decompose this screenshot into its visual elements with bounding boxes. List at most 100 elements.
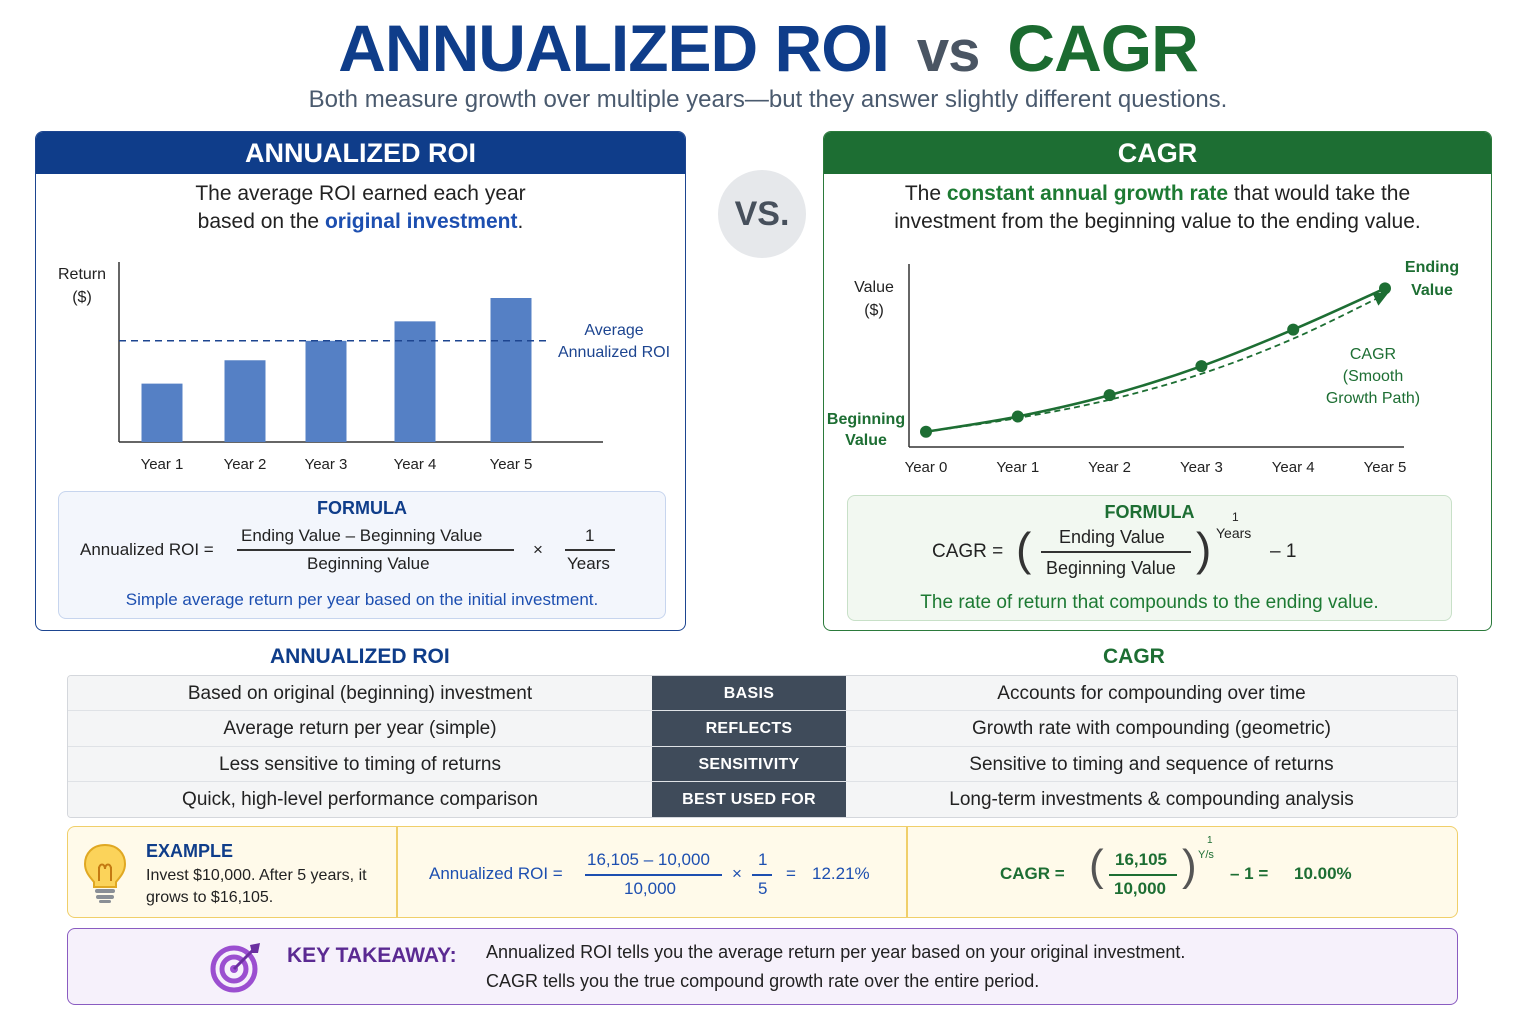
roi-bar-chart: Return ($) Year 1 Year 2 Year 3 Year 4 Year 5 A… [58,262,670,473]
x-tick-label: Year 4 [394,456,437,473]
cagr-desc-line1: The constant annual growth rate that wou… [824,180,1491,208]
cagr-formula-title: FORMULA [1104,502,1195,522]
x-tick-label: Year 5 [490,456,533,473]
example-title: EXAMPLE [146,841,234,861]
cagr-formula-right-paren: ) [1196,523,1212,575]
example-cagr-exp-num: 1 [1207,835,1213,846]
page-title: ANNUALIZED ROI vs CAGR [0,8,1536,92]
average-line-label: Average Annualized ROI [558,322,670,361]
cagr-description: The constant annual growth rate that wou… [824,180,1491,236]
example-cagr-exp-den: Y/s [1198,849,1214,861]
y-axis-label: Value ($) [854,279,894,319]
roi-formula-numerator: Ending Value – Beginning Value [241,526,483,545]
value-point-year-4 [1287,323,1300,336]
value-point-year-2 [1103,389,1116,402]
example-roi-den2: 5 [758,879,768,898]
roi-panel-heading: ANNUALIZED ROI [36,132,685,174]
title-vs: vs [916,19,981,84]
cagr-formula-minus: – 1 [1270,541,1297,562]
comparison-cagr-header: CAGR [1103,645,1165,668]
lightbulb-icon [83,843,127,903]
title-roi: ANNUALIZED ROI [338,11,890,85]
roi-desc-highlight: original investment [324,210,518,233]
comparison-criterion: SENSITIVITY [652,746,846,781]
y-axis-label: Return ($) [58,266,106,306]
comparison-cagr-cell: Sensitive to timing and sequence of retu… [846,746,1457,781]
roi-formula-title: FORMULA [317,498,407,518]
table-row: Less sensitive to timing of returns SENS… [68,746,1457,782]
key-takeaway-box: KEY TAKEAWAY: Annualized ROI tells you t… [67,928,1458,1005]
key-takeaway-title: KEY TAKEAWAY: [287,944,457,967]
example-cagr-result: 10.00% [1294,864,1352,883]
x-tick-label: Year 1 [996,459,1039,476]
example-roi-equals: = [786,864,796,883]
x-tick-label: Year 2 [224,456,267,473]
title-cagr: CAGR [1007,11,1198,85]
example-roi-times: × [732,864,742,883]
page-subtitle: Both measure growth over multiple years—… [308,86,1228,113]
roi-desc-line1: The average ROI earned each year [195,182,526,205]
actual-value-line [925,287,1386,434]
example-cagr-left-paren: ( [1089,841,1104,890]
x-tick-label: Year 1 [141,456,184,473]
example-divider [396,827,398,917]
example-text: Invest $10,000. After 5 years, it grows … [146,867,367,906]
bar-year-3 [305,340,347,442]
example-box: EXAMPLE Invest $10,000. After 5 years, i… [67,826,1458,918]
roi-desc-line2: based on the original investment. [36,208,685,236]
cagr-panel-heading: CAGR [824,132,1491,174]
vs-badge: VS. [718,170,806,258]
roi-formula-denominator: Beginning Value [307,554,430,573]
roi-desc-post: . [517,210,524,233]
bar-year-4 [394,321,436,442]
bar-year-2 [224,360,266,442]
value-point-year-1 [1011,410,1024,423]
comparison-table: Based on original (beginning) investment… [67,675,1458,819]
example-roi-numerator: 16,105 – 10,000 [587,850,710,869]
cagr-desc-line2: investment from the beginning value to t… [894,210,1421,233]
example-cagr-minus: – 1 = [1230,864,1269,883]
example-roi-fraction-line [585,874,722,876]
example-cagr-denominator: 10,000 [1114,879,1166,898]
roi-formula-box: FORMULA Annualized ROI = Ending Value – … [58,491,666,619]
bar-year-5 [490,298,532,442]
roi-formula-fraction-line-2 [565,549,615,551]
value-point-year-3 [1195,360,1208,373]
cagr-path-label: CAGR (Smooth Growth Path) [1326,346,1420,407]
example-roi-fraction-line-2 [752,874,772,876]
ending-value-label: Ending Value [1405,259,1459,299]
roi-formula-lhs: Annualized ROI = [80,540,214,559]
example-roi-num2: 1 [758,850,768,869]
cagr-formula-numerator: Ending Value [1059,527,1165,547]
key-takeaway-line1: Annualized ROI tells you the average ret… [486,942,1186,962]
comparison-roi-cell: Less sensitive to timing of returns [68,746,652,781]
x-tick-label: Year 0 [905,459,948,476]
roi-description: The average ROI earned each year based o… [36,180,685,236]
comparison-roi-header: ANNUALIZED ROI [270,645,450,668]
example-roi-result: 12.21% [812,864,870,883]
cagr-desc-highlight: constant annual growth rate [946,182,1229,205]
example-roi-denominator: 10,000 [624,879,676,898]
cagr-panel: CAGR The constant annual growth rate tha… [823,131,1492,631]
comparison-cagr-cell: Long-term investments & compounding anal… [846,781,1457,818]
beginning-value-label: Beginning Value [827,411,905,449]
cagr-formula-box: FORMULA CAGR = ( Ending Value Beginning … [847,495,1452,621]
cagr-line-chart: Value ($) Year 0 Year 1 Year 2 Year 3 Year 4 Ye… [827,259,1459,476]
comparison-criterion: BEST USED FOR [652,781,846,818]
comparison-roi-cell: Based on original (beginning) investment [68,676,652,711]
example-cagr-lhs: CAGR = [1000,864,1065,883]
roi-panel: ANNUALIZED ROI The average ROI earned ea… [35,131,686,631]
cagr-formula-denominator: Beginning Value [1046,558,1176,578]
comparison-roi-cell: Average return per year (simple) [68,711,652,746]
bar-year-1 [141,383,183,442]
comparison-cagr-cell: Accounts for compounding over time [846,676,1457,711]
table-row: Based on original (beginning) investment… [68,676,1457,712]
value-point-year-0 [920,425,932,438]
cagr-desc-post: that would take the [1228,182,1411,205]
cagr-formula-lhs: CAGR = [932,541,1004,562]
x-tick-label: Year 4 [1272,459,1315,476]
table-row: Quick, high-level performance comparison… [68,781,1457,818]
x-tick-label: Year 2 [1088,459,1131,476]
example-cagr-numerator: 16,105 [1115,850,1167,869]
cagr-formula-note: The rate of return that compounds to the… [920,592,1379,613]
